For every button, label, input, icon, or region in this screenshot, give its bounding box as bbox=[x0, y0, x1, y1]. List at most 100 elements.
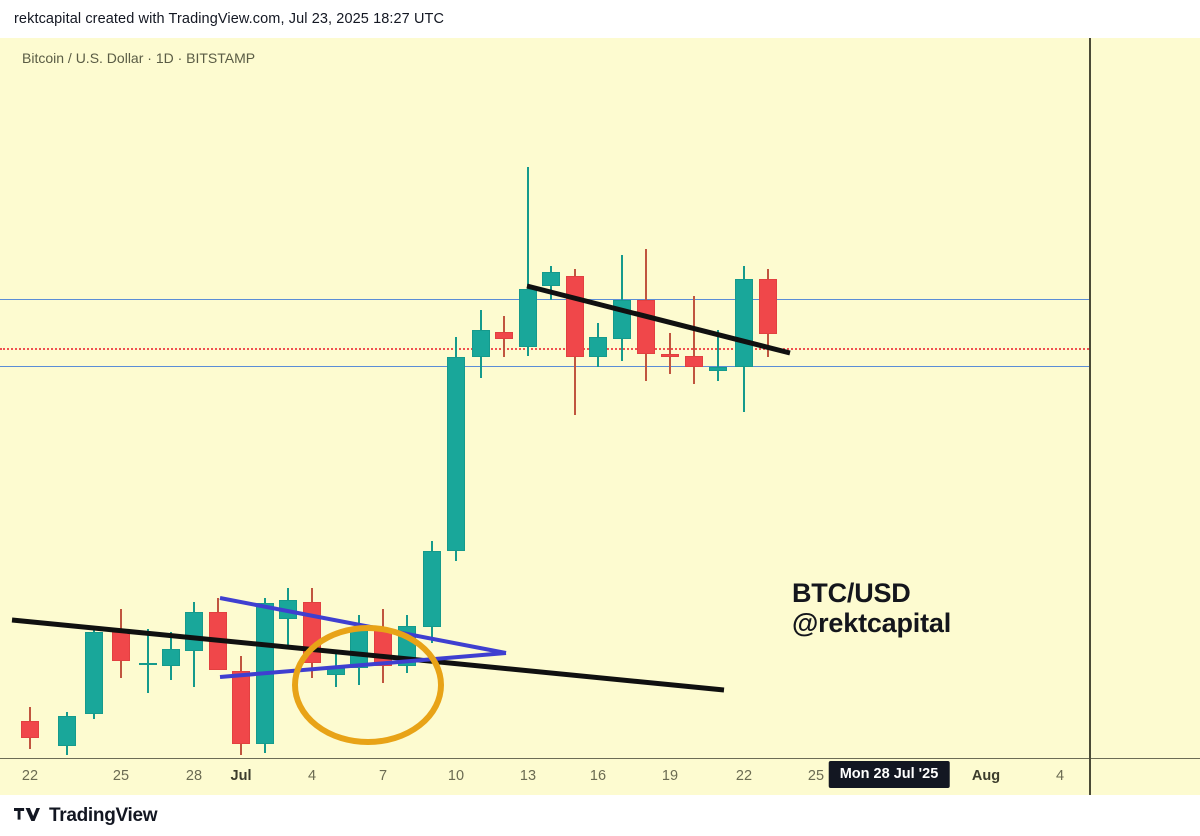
candle-body bbox=[613, 299, 631, 339]
candlestick[interactable] bbox=[661, 38, 679, 758]
time-tick-label: Aug bbox=[971, 768, 1001, 784]
time-tick-label: 10 bbox=[447, 768, 465, 784]
candlestick[interactable] bbox=[589, 38, 607, 758]
candlestick[interactable] bbox=[327, 38, 345, 758]
candle-body bbox=[398, 625, 416, 667]
candle-body bbox=[519, 289, 537, 348]
candle-body bbox=[279, 600, 297, 619]
time-tick-label: Jul bbox=[230, 768, 252, 784]
candle-body bbox=[256, 603, 274, 745]
attribution-text: rektcapital created with TradingView.com… bbox=[14, 11, 445, 27]
candle-body bbox=[185, 611, 203, 651]
candle-body bbox=[447, 357, 465, 551]
candle-body bbox=[685, 355, 703, 368]
candle-body bbox=[209, 611, 227, 670]
candlestick[interactable] bbox=[447, 38, 465, 758]
support-line[interactable] bbox=[0, 366, 1089, 367]
time-axis-line bbox=[0, 758, 1200, 760]
candlestick[interactable] bbox=[162, 38, 180, 758]
candlestick[interactable] bbox=[759, 38, 777, 758]
plot-area[interactable]: BTC/USD @rektcapital bbox=[0, 38, 1089, 758]
candlestick[interactable] bbox=[112, 38, 130, 758]
time-tick-label: 28 bbox=[185, 768, 203, 784]
time-tick-label: 25 bbox=[112, 768, 130, 784]
candlestick[interactable] bbox=[85, 38, 103, 758]
candle-body bbox=[327, 668, 345, 675]
candle-body bbox=[759, 279, 777, 335]
candlestick[interactable] bbox=[472, 38, 490, 758]
candle-body bbox=[589, 336, 607, 358]
candlestick[interactable] bbox=[398, 38, 416, 758]
time-tick-label: 4 bbox=[1055, 768, 1065, 784]
footer-bar: TradingView bbox=[0, 795, 1200, 836]
candlestick[interactable] bbox=[735, 38, 753, 758]
candle-body bbox=[303, 601, 321, 663]
candlestick[interactable] bbox=[303, 38, 321, 758]
candle-body bbox=[495, 331, 513, 339]
candle-body bbox=[566, 275, 584, 358]
time-tick-label: 13 bbox=[519, 768, 537, 784]
chart-legend[interactable]: Bitcoin / U.S. Dollar · 1D · BITSTAMP bbox=[22, 50, 256, 66]
candlestick[interactable] bbox=[374, 38, 392, 758]
candlestick[interactable] bbox=[566, 38, 584, 758]
candle-body bbox=[21, 720, 39, 738]
candlestick[interactable] bbox=[519, 38, 537, 758]
candle-wick bbox=[693, 296, 695, 385]
watermark-line2: @rektcapital bbox=[792, 608, 951, 639]
time-tick-label: 16 bbox=[589, 768, 607, 784]
time-tick-label: 22 bbox=[21, 768, 39, 784]
date-tooltip: Mon 28 Jul '25 bbox=[828, 761, 950, 788]
candle-body bbox=[735, 279, 753, 368]
candlestick[interactable] bbox=[209, 38, 227, 758]
candle-body bbox=[709, 367, 727, 371]
candle-body bbox=[350, 628, 368, 668]
time-tick-label: 22 bbox=[735, 768, 753, 784]
time-tick-label: 19 bbox=[661, 768, 679, 784]
candlestick[interactable] bbox=[613, 38, 631, 758]
candle-wick bbox=[527, 167, 529, 356]
watermark-line1: BTC/USD bbox=[792, 578, 911, 608]
candlestick[interactable] bbox=[139, 38, 157, 758]
candlestick[interactable] bbox=[423, 38, 441, 758]
candlestick[interactable] bbox=[709, 38, 727, 758]
tradingview-logo[interactable]: TradingView bbox=[14, 804, 158, 827]
candlestick[interactable] bbox=[185, 38, 203, 758]
candle-body bbox=[85, 632, 103, 714]
candle-body bbox=[162, 649, 180, 667]
candlestick[interactable] bbox=[232, 38, 250, 758]
candlestick[interactable] bbox=[279, 38, 297, 758]
candlestick[interactable] bbox=[256, 38, 274, 758]
candle-body bbox=[139, 662, 157, 665]
candle-body bbox=[472, 330, 490, 358]
candlestick[interactable] bbox=[350, 38, 368, 758]
candle-body bbox=[661, 353, 679, 358]
candle-body bbox=[58, 715, 76, 747]
chart-pane[interactable]: Bitcoin / U.S. Dollar · 1D · BITSTAMP bbox=[0, 38, 1200, 795]
price-scale[interactable]: USD 126,000124,000122,000116,000114,0001… bbox=[1089, 38, 1200, 758]
time-tick-label: 25 bbox=[807, 768, 825, 784]
watermark: BTC/USD @rektcapital bbox=[792, 578, 951, 638]
candlestick[interactable] bbox=[685, 38, 703, 758]
candlestick[interactable] bbox=[495, 38, 513, 758]
candlestick[interactable] bbox=[637, 38, 655, 758]
candlestick[interactable] bbox=[21, 38, 39, 758]
time-tick-label: 4 bbox=[307, 768, 317, 784]
attribution-bar: rektcapital created with TradingView.com… bbox=[0, 0, 1200, 38]
crosshair-axis-marker bbox=[1089, 758, 1091, 795]
candle-body bbox=[542, 272, 560, 286]
tradingview-mark-icon bbox=[14, 807, 40, 821]
price-scale-divider bbox=[1089, 38, 1091, 758]
candlestick[interactable] bbox=[542, 38, 560, 758]
time-axis[interactable]: 22 25 28 Jul 4 7 10 13 16 19 22 25 Aug 4 Mon 28 Jul '… bbox=[0, 758, 1200, 795]
tradingview-wordmark: TradingView bbox=[49, 804, 158, 826]
candle-body bbox=[374, 628, 392, 667]
candle-body bbox=[232, 671, 250, 745]
candle-wick bbox=[147, 628, 149, 694]
candle-wick bbox=[717, 330, 719, 381]
candlestick[interactable] bbox=[58, 38, 76, 758]
candle-body bbox=[112, 632, 130, 662]
candle-body bbox=[423, 550, 441, 628]
candle-body bbox=[637, 299, 655, 354]
time-tick-label: 7 bbox=[378, 768, 388, 784]
